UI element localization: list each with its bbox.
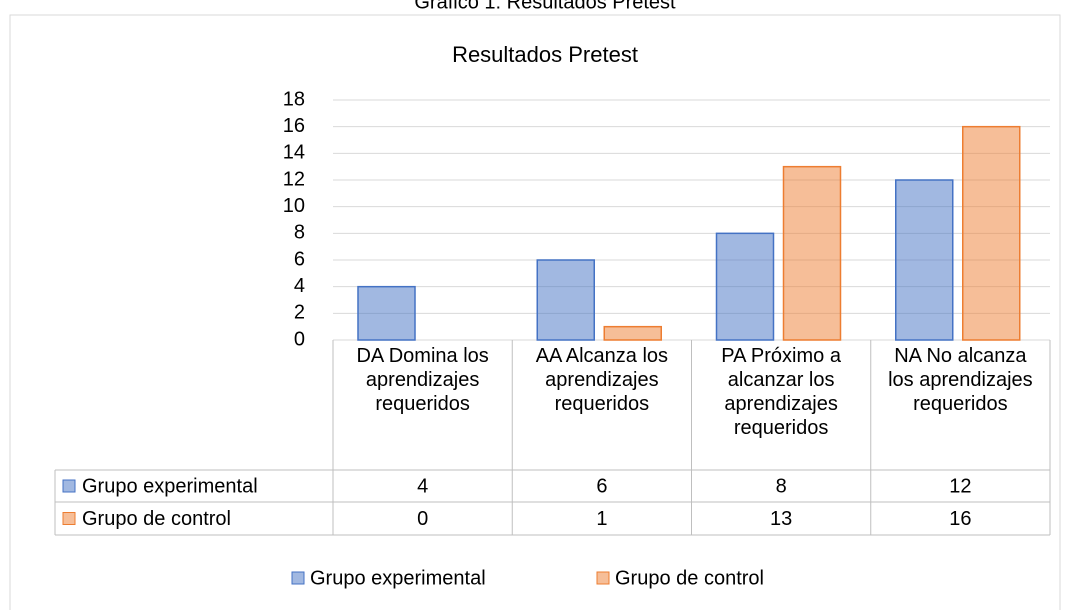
table-value: 12 (949, 475, 971, 497)
table-value: 0 (417, 508, 428, 530)
caption: Gráfico 1: Resultados Pretest (414, 0, 676, 13)
y-tick-label: 6 (294, 248, 305, 270)
table-legend-key (62, 512, 76, 525)
x-tick-label: AA Alcanza los aprendizajes requeridos (535, 345, 669, 415)
legend-key (596, 571, 610, 585)
chart-frame (9, 14, 1061, 610)
bar (715, 232, 775, 341)
table-value: 6 (596, 475, 607, 497)
y-tick-label: 16 (283, 115, 305, 137)
bar (782, 165, 842, 341)
bar (603, 325, 662, 341)
table-row-label: Grupo de control (82, 508, 231, 530)
y-tick-label: 2 (294, 302, 305, 324)
table-value: 16 (949, 508, 971, 530)
chart-title: Resultados Pretest (452, 42, 638, 67)
bar (357, 285, 416, 341)
x-tick-label: PA Próximo a alcanzar los aprendizajes r… (721, 345, 841, 439)
table-row-label: Grupo experimental (82, 475, 258, 497)
bar (895, 179, 954, 341)
table-value: 8 (776, 475, 787, 497)
table-value: 13 (770, 508, 792, 530)
x-tick-label: NA No alcanza los aprendizajes requerido… (888, 345, 1033, 415)
table-value: 4 (417, 475, 428, 497)
bar (962, 125, 1021, 341)
y-tick-label: 0 (294, 328, 305, 350)
y-tick-label: 14 (283, 142, 305, 164)
y-tick-label: 18 (283, 88, 305, 110)
y-tick-label: 4 (294, 275, 305, 297)
legend-label: Grupo de control (615, 567, 764, 589)
y-tick-label: 10 (283, 195, 305, 217)
legend-label: Grupo experimental (310, 567, 486, 589)
legend-key (291, 571, 305, 585)
x-tick-label: DA Domina los aprendizajes requeridos (356, 345, 489, 415)
bar (536, 259, 595, 341)
y-tick-label: 12 (283, 168, 305, 190)
table-legend-key (62, 479, 76, 493)
y-tick-label: 8 (294, 222, 305, 244)
table-value: 1 (596, 508, 607, 530)
